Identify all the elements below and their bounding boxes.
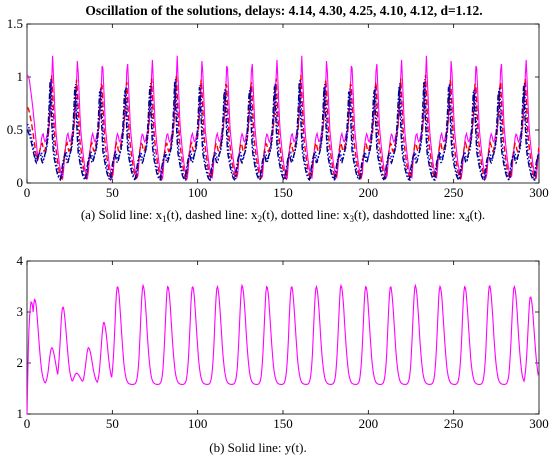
x-tick-label: 300 xyxy=(529,185,549,200)
y-tick-label: 2 xyxy=(17,355,24,370)
series-line-1 xyxy=(26,55,540,180)
x-tick-label: 50 xyxy=(106,185,119,200)
y-tick-label: 1.5 xyxy=(7,16,23,31)
figure-title: Oscillation of the solutions, delays: 4.… xyxy=(85,3,482,18)
series-line-4 xyxy=(26,82,540,182)
y-tick-label: 1 xyxy=(17,406,24,421)
panel-b-caption: (b) Solid line: y(t). xyxy=(209,440,307,455)
x-tick-label: 300 xyxy=(529,416,549,431)
panel-a-y-ticks: 0 0.5 1 1.5 xyxy=(7,16,539,190)
x-tick-label: 50 xyxy=(106,416,119,431)
panel-a-caption: (a) Solid line: x1(t), dashed line: x2(t… xyxy=(81,207,485,224)
x-tick-label: 100 xyxy=(188,185,208,200)
y-tick-label: 4 xyxy=(17,253,24,268)
y-tick-label: 0.5 xyxy=(7,122,23,137)
series-line-2 xyxy=(26,74,540,181)
panel-a-x-ticks: 0 50 100 150 200 250 300 xyxy=(24,24,549,200)
x-tick-label: 250 xyxy=(444,185,464,200)
y-tick-label: 1 xyxy=(17,69,24,84)
x-tick-label: 200 xyxy=(359,416,379,431)
panel-a-plot xyxy=(26,55,540,182)
x-tick-label: 0 xyxy=(24,416,31,431)
x-tick-label: 100 xyxy=(188,416,208,431)
y-tick-label: 0 xyxy=(17,175,24,190)
x-tick-label: 0 xyxy=(24,185,31,200)
x-tick-label: 200 xyxy=(359,185,379,200)
panel-b-x-ticks: 0 50 100 150 200 250 300 xyxy=(24,261,549,431)
x-tick-label: 150 xyxy=(273,185,293,200)
panel-b: 0 50 100 150 200 250 300 1 2 3 4 (b) Solid line: … xyxy=(17,253,549,455)
panel-b-plot xyxy=(26,283,539,415)
y-tick-label: 3 xyxy=(17,304,24,319)
x-tick-label: 250 xyxy=(444,416,464,431)
panel-b-y-ticks: 1 2 3 4 xyxy=(17,253,539,421)
panel-a: 0 50 100 150 200 250 300 0 0.5 1 1.5 (a) Solid li… xyxy=(7,16,549,224)
x-tick-label: 150 xyxy=(273,416,293,431)
series-line-y xyxy=(26,283,539,415)
